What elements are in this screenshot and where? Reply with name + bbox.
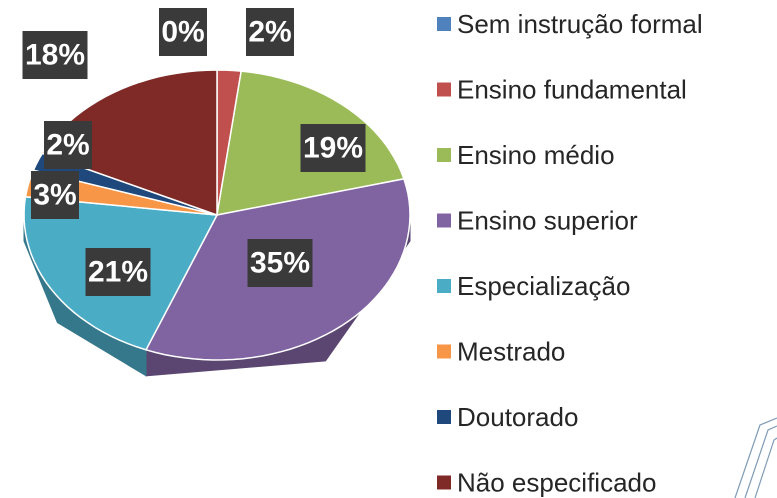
- legend-swatch: [437, 344, 451, 359]
- legend-swatch: [437, 213, 451, 228]
- label-box: [247, 239, 313, 287]
- legend-swatch: [437, 410, 451, 424]
- legend-label: Não especificado: [457, 468, 656, 498]
- label-box: [85, 248, 151, 296]
- label-box: [31, 171, 79, 219]
- label-box: [246, 8, 294, 56]
- data-label: 19%: [303, 132, 363, 165]
- legend-label: Mestrado: [457, 337, 565, 367]
- legend-swatch: [437, 475, 451, 490]
- label-box: [44, 121, 92, 169]
- data-label: 2%: [46, 129, 89, 162]
- label-box: [300, 124, 366, 172]
- legend-label: Sem instrução formal: [457, 9, 703, 39]
- legend-swatch: [437, 279, 451, 293]
- data-label: 2%: [248, 16, 291, 49]
- legend-swatch: [437, 17, 451, 31]
- data-label: 0%: [161, 16, 204, 49]
- data-label: 21%: [88, 256, 148, 289]
- legend-label: Ensino superior: [457, 206, 638, 236]
- legend-label: Especialização: [457, 271, 630, 301]
- legend-label: Ensino médio: [457, 140, 615, 170]
- data-label: 35%: [250, 247, 310, 280]
- legend-label: Doutorado: [457, 402, 578, 432]
- data-label: 18%: [25, 39, 85, 72]
- legend-label: Ensino fundamental: [457, 75, 687, 105]
- label-box: [159, 8, 207, 56]
- data-label: 3%: [33, 179, 76, 212]
- legend-swatch: [437, 148, 451, 162]
- legend-swatch: [437, 82, 451, 97]
- label-box: [22, 31, 88, 79]
- decoration: [734, 417, 777, 498]
